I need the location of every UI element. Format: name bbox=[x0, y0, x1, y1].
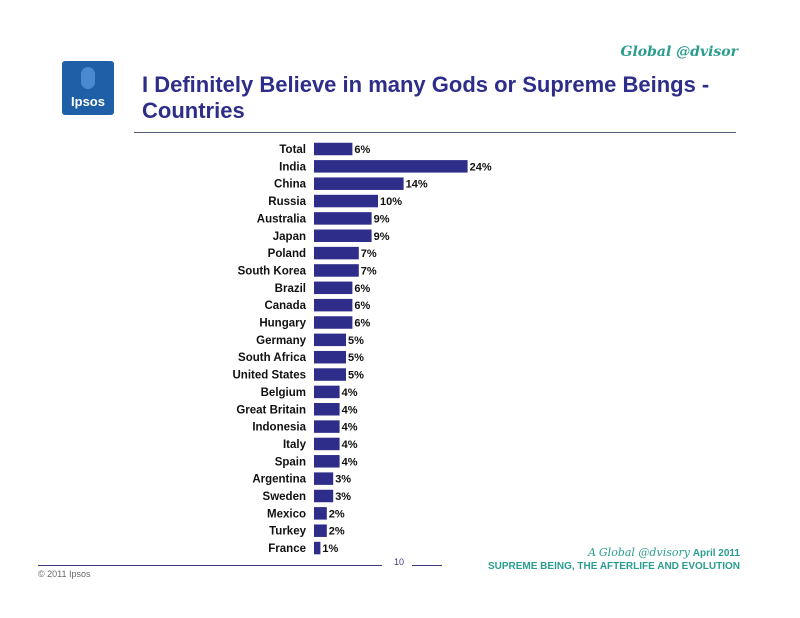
category-label: Germany bbox=[256, 335, 306, 347]
value-label: 10% bbox=[380, 196, 402, 208]
category-label: Belgium bbox=[261, 387, 306, 399]
category-label: Indonesia bbox=[252, 422, 306, 434]
value-label: 9% bbox=[374, 213, 390, 225]
value-label: 7% bbox=[361, 248, 377, 260]
footer-brand-prefix: A bbox=[588, 546, 597, 559]
value-label: 4% bbox=[342, 439, 358, 451]
category-label: Turkey bbox=[269, 526, 306, 538]
bar bbox=[314, 316, 353, 329]
category-label: Canada bbox=[264, 300, 306, 312]
category-label: Poland bbox=[268, 248, 306, 260]
bar bbox=[314, 246, 359, 260]
footer-divider-left bbox=[38, 565, 382, 566]
category-label: Spain bbox=[275, 456, 306, 468]
category-label: South Africa bbox=[238, 352, 307, 364]
bar bbox=[314, 298, 353, 312]
value-label: 3% bbox=[335, 474, 351, 486]
value-label: 4% bbox=[342, 404, 358, 416]
logo-mark-icon bbox=[81, 67, 95, 89]
value-label: 5% bbox=[348, 370, 364, 382]
bar bbox=[314, 333, 346, 347]
value-label: 14% bbox=[406, 179, 428, 191]
footer-brand-block: A Global @dvisory April 2011 SUPREME BEI… bbox=[488, 546, 740, 572]
bar bbox=[314, 160, 468, 173]
bar bbox=[314, 403, 340, 416]
page-title: I Definitely Believe in many Gods or Sup… bbox=[142, 72, 742, 124]
bar bbox=[314, 368, 346, 381]
value-label: 6% bbox=[354, 300, 370, 312]
category-label: India bbox=[279, 161, 306, 173]
ipsos-logo: Ipsos bbox=[62, 61, 114, 115]
category-label: China bbox=[274, 179, 307, 191]
category-label: Russia bbox=[268, 196, 306, 208]
value-label: 5% bbox=[348, 335, 364, 347]
global-advisor-brand: Global @dvisor bbox=[620, 44, 738, 60]
value-label: 3% bbox=[335, 491, 351, 503]
category-label: Sweden bbox=[263, 491, 306, 503]
category-label: Australia bbox=[257, 213, 307, 225]
bar bbox=[314, 524, 327, 537]
value-label: 2% bbox=[329, 526, 345, 538]
value-label: 7% bbox=[361, 265, 377, 277]
value-label: 9% bbox=[374, 231, 390, 243]
title-line-2: Countries bbox=[142, 98, 245, 123]
bar bbox=[314, 177, 404, 190]
category-label: Italy bbox=[283, 439, 307, 451]
bar bbox=[314, 142, 353, 156]
copyright: © 2011 Ipsos bbox=[38, 569, 91, 579]
logo-text: Ipsos bbox=[71, 94, 105, 109]
bar bbox=[314, 472, 334, 485]
bar bbox=[314, 212, 372, 225]
bar bbox=[314, 420, 340, 433]
value-label: 4% bbox=[342, 456, 358, 468]
category-label: Total bbox=[279, 144, 306, 156]
value-label: 6% bbox=[354, 318, 370, 330]
bar bbox=[314, 507, 327, 520]
category-label: Argentina bbox=[252, 474, 306, 486]
footer-brand: Global @dvisory bbox=[598, 546, 690, 559]
footer-date: April 2011 bbox=[692, 548, 740, 559]
bar bbox=[314, 541, 321, 555]
footer-subtitle: SUPREME BEING, THE AFTERLIFE AND EVOLUTI… bbox=[487, 561, 740, 572]
category-label: France bbox=[268, 543, 306, 555]
bar bbox=[314, 350, 346, 364]
footer-divider-right bbox=[412, 565, 442, 566]
value-label: 4% bbox=[342, 387, 358, 399]
bar bbox=[314, 194, 378, 208]
title-divider bbox=[134, 132, 736, 133]
category-label: Mexico bbox=[267, 508, 306, 520]
value-label: 5% bbox=[348, 352, 364, 364]
value-label: 4% bbox=[342, 422, 358, 434]
bar bbox=[314, 229, 372, 242]
bar bbox=[314, 489, 334, 503]
bar bbox=[314, 385, 340, 399]
bar bbox=[314, 455, 340, 468]
page-number: 10 bbox=[393, 557, 404, 567]
bar bbox=[314, 437, 340, 451]
value-label: 2% bbox=[329, 508, 345, 520]
title-line-1: I Definitely Believe in many Gods or Sup… bbox=[142, 72, 710, 97]
value-label: 6% bbox=[354, 144, 370, 156]
category-label: United States bbox=[233, 370, 307, 382]
category-label: Great Britain bbox=[236, 404, 306, 416]
value-label: 24% bbox=[470, 161, 492, 173]
value-label: 6% bbox=[354, 283, 370, 295]
bar bbox=[314, 264, 359, 277]
category-label: South Korea bbox=[238, 265, 307, 277]
value-label: 1% bbox=[322, 543, 338, 555]
bar bbox=[314, 281, 353, 295]
category-label: Brazil bbox=[275, 283, 306, 295]
category-label: Hungary bbox=[259, 318, 306, 330]
category-label: Japan bbox=[273, 231, 306, 243]
